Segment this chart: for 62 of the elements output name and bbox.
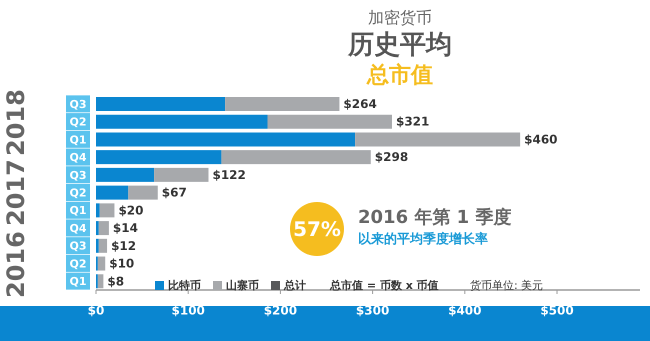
total-label: $67 (162, 186, 187, 200)
bar (225, 97, 340, 111)
bar (96, 114, 268, 129)
total-label: $321 (396, 114, 430, 129)
bar (96, 168, 154, 182)
bar (355, 132, 520, 146)
bar (96, 97, 226, 111)
bar (98, 221, 109, 236)
x-tick-label: $400 (448, 304, 482, 318)
legend-label: 比特币 (167, 278, 201, 293)
total-label: $12 (111, 238, 136, 253)
text: 加密货币 (367, 8, 433, 29)
y-tick-label: Q3 (69, 240, 87, 253)
total-label: $122 (212, 168, 246, 182)
x-tick-label: $200 (264, 304, 298, 318)
total-label: $298 (374, 150, 408, 164)
total-label: $14 (112, 221, 138, 236)
annotation: 货币单位: 美元 (470, 278, 544, 293)
y-tick-label: Q1 (69, 275, 87, 288)
legend-label: 山寨币 (225, 278, 259, 293)
bar (96, 203, 100, 218)
bar (154, 168, 208, 182)
text: 2016 (2, 231, 30, 298)
x-tick-label: $0 (88, 304, 104, 318)
bar (98, 274, 104, 288)
annotation: 以来的平均季度增长率 (358, 230, 488, 248)
x-tick-label: $500 (540, 304, 574, 318)
total-label: $8 (107, 274, 124, 288)
y-tick-label: Q4 (69, 222, 87, 235)
total-label: $20 (118, 203, 144, 218)
bar (96, 150, 222, 164)
y-tick-label: Q4 (69, 151, 87, 164)
bar (128, 186, 158, 200)
annotation: 2016 年第 1 季度 (358, 206, 512, 229)
text: 2018 (2, 89, 30, 156)
chart-title: 历史平均 (346, 29, 453, 62)
total-label: $264 (343, 97, 377, 111)
y-tick-label: Q2 (69, 116, 87, 129)
total-label: $10 (109, 256, 134, 271)
annotation: 总市值 = 币数 x 币值 (330, 278, 439, 293)
bar (268, 114, 392, 129)
y-tick-label: Q2 (69, 186, 87, 200)
circle-badge: 57% (290, 202, 344, 256)
y-tick-label: Q1 (69, 204, 87, 218)
bar (96, 238, 99, 253)
bar (98, 238, 108, 253)
y-tick-label: Q3 (69, 98, 87, 111)
y-tick-label: Q1 (69, 133, 87, 146)
total-label: $460 (524, 132, 558, 146)
bar (96, 221, 99, 236)
bar (221, 150, 371, 164)
text: 2017 (2, 159, 30, 226)
chart-subtitle: 总市值 (366, 62, 434, 90)
x-tick-label: $300 (356, 304, 390, 318)
x-tick-label: $100 (172, 304, 205, 318)
y-tick-label: Q3 (69, 168, 87, 182)
bar (96, 132, 356, 146)
bar (98, 256, 106, 271)
bar (96, 186, 128, 200)
y-tick-label: Q2 (69, 257, 87, 270)
bar (100, 203, 114, 218)
legend-label: 总计 (282, 278, 306, 293)
